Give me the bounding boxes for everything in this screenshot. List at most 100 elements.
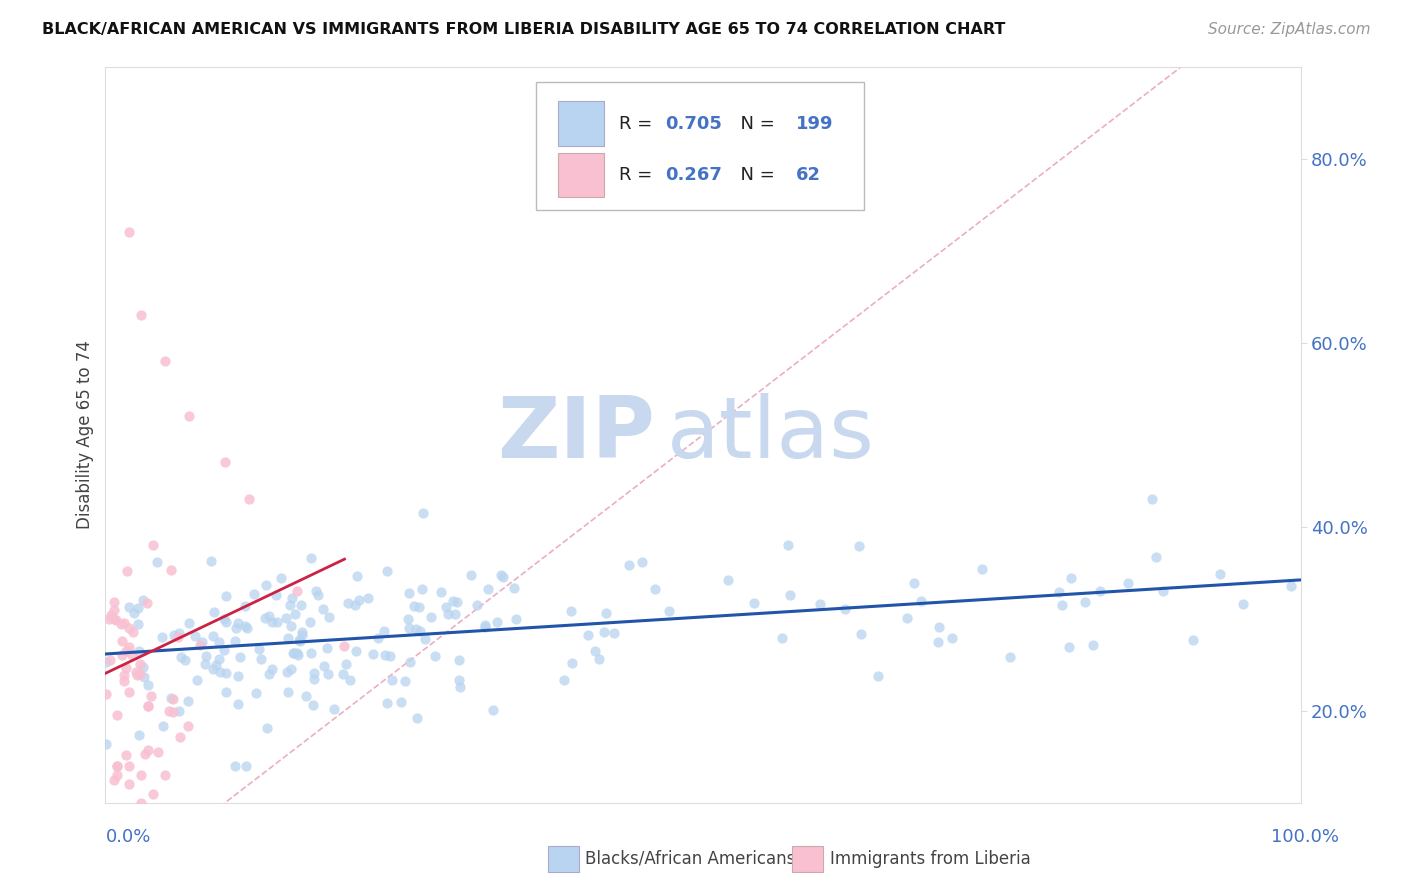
Point	[117, 640, 139, 655]
Point	[412, 506, 434, 520]
Point	[834, 602, 856, 616]
Text: 62: 62	[796, 166, 821, 184]
Point	[166, 630, 188, 644]
Point	[644, 582, 666, 597]
Point	[270, 571, 292, 585]
Point	[105, 768, 128, 782]
Point	[284, 607, 307, 621]
Point	[288, 632, 311, 647]
Point	[276, 665, 298, 679]
Point	[266, 615, 288, 629]
Point	[336, 596, 359, 610]
Point	[215, 589, 238, 603]
Point	[928, 619, 950, 633]
Point	[1144, 550, 1167, 565]
Point	[927, 635, 949, 649]
Point	[136, 699, 159, 714]
Point	[346, 568, 368, 582]
Point	[808, 597, 831, 611]
Point	[153, 768, 177, 782]
Point	[307, 588, 329, 602]
Point	[335, 657, 357, 671]
Point	[215, 666, 238, 681]
Point	[295, 689, 318, 703]
Point	[593, 624, 616, 639]
Point	[866, 668, 889, 682]
Point	[233, 619, 256, 633]
Point	[281, 646, 304, 660]
Point	[115, 748, 138, 763]
Point	[449, 681, 471, 695]
Point	[312, 602, 335, 616]
Point	[744, 596, 766, 610]
Point	[474, 620, 496, 634]
Point	[576, 628, 599, 642]
Point	[302, 666, 325, 681]
Point	[430, 584, 453, 599]
Point	[163, 628, 186, 642]
Point	[162, 692, 184, 706]
Point	[139, 689, 162, 703]
Point	[717, 574, 740, 588]
Point	[560, 604, 582, 618]
Point	[405, 622, 427, 636]
Point	[280, 619, 302, 633]
Point	[169, 704, 191, 718]
Point	[118, 759, 141, 773]
Point	[477, 582, 499, 596]
Point	[361, 648, 384, 662]
Point	[357, 591, 380, 605]
Point	[177, 615, 200, 630]
Point	[146, 745, 169, 759]
Point	[411, 582, 433, 596]
Point	[208, 665, 231, 679]
Point	[381, 673, 404, 688]
Point	[318, 610, 340, 624]
Point	[290, 598, 312, 612]
Text: N =: N =	[730, 166, 780, 184]
Point	[107, 759, 129, 773]
Point	[125, 668, 148, 682]
Point	[399, 656, 422, 670]
Point	[561, 656, 583, 670]
Text: ZIP: ZIP	[498, 393, 655, 476]
Point	[280, 662, 302, 676]
Point	[1209, 566, 1232, 581]
Point	[972, 562, 994, 576]
Point	[998, 649, 1021, 664]
Text: 0.705: 0.705	[665, 114, 721, 133]
Point	[127, 617, 149, 632]
Point	[118, 600, 141, 615]
Point	[191, 634, 214, 648]
Point	[250, 652, 273, 666]
Point	[595, 607, 617, 621]
Point	[254, 578, 277, 592]
Point	[374, 648, 396, 662]
Point	[474, 618, 496, 632]
Point	[849, 627, 872, 641]
Point	[110, 616, 132, 631]
Point	[285, 646, 308, 660]
Point	[903, 575, 925, 590]
Point	[1116, 576, 1139, 591]
Point	[260, 615, 283, 629]
Point	[115, 564, 138, 578]
Point	[437, 607, 460, 622]
Text: R =: R =	[619, 166, 658, 184]
Point	[299, 646, 322, 660]
Point	[94, 687, 117, 701]
Point	[253, 611, 276, 625]
Point	[146, 555, 169, 569]
Point	[194, 648, 217, 663]
Point	[208, 651, 231, 665]
Point	[460, 568, 482, 582]
Point	[367, 631, 389, 645]
Point	[283, 646, 305, 660]
Point	[129, 768, 153, 782]
Point	[112, 673, 135, 688]
Point	[132, 670, 155, 684]
Point	[339, 673, 361, 687]
Point	[257, 609, 280, 624]
Point	[118, 777, 141, 791]
Point	[124, 665, 146, 679]
